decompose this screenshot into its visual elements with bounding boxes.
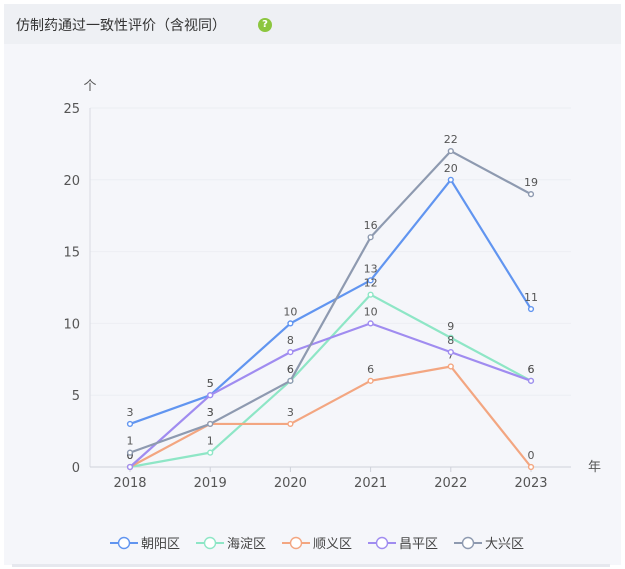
data-label: 5 — [207, 377, 214, 390]
data-label: 6 — [367, 363, 374, 376]
legend-marker — [461, 536, 475, 550]
x-axis-unit: 年 — [588, 460, 601, 475]
legend-marker — [289, 536, 303, 550]
x-tick-label: 2018 — [113, 476, 146, 491]
data-point — [447, 147, 454, 155]
data-label: 9 — [447, 320, 454, 333]
series-line — [129, 322, 532, 468]
series-line — [129, 178, 532, 425]
y-tick-label: 20 — [63, 174, 80, 189]
data-point — [367, 234, 374, 241]
data-label: 5 — [207, 377, 214, 390]
data-label: 16 — [364, 219, 378, 232]
data-point — [207, 449, 214, 456]
x-tick-label: 2022 — [434, 476, 467, 491]
data-label: 1 — [127, 435, 134, 448]
data-label: 3 — [207, 406, 214, 419]
data-label: 13 — [364, 262, 378, 275]
x-tick-label: 2019 — [194, 476, 227, 491]
panel-title: 仿制药通过一致性评价（含视同） — [16, 18, 226, 34]
data-point — [447, 334, 454, 341]
data-label: 22 — [444, 133, 458, 146]
data-point — [126, 420, 134, 428]
data-label: 8 — [447, 334, 454, 347]
data-label: 3 — [127, 406, 134, 419]
x-tick-label: 2021 — [354, 476, 387, 491]
data-point — [367, 377, 374, 384]
legend-label: 昌平区 — [399, 537, 438, 552]
help-icon[interactable]: ? — [258, 18, 272, 32]
data-point — [447, 176, 454, 183]
data-point — [527, 305, 535, 313]
legend-marker — [375, 536, 389, 550]
legend-marker — [117, 536, 131, 550]
x-tick-label: 2020 — [274, 476, 307, 491]
data-point — [367, 320, 374, 327]
data-label: 0 — [528, 449, 535, 462]
data-label: 8 — [287, 334, 294, 347]
data-label: 11 — [524, 291, 538, 304]
y-tick-label: 15 — [63, 246, 80, 261]
y-tick-label: 0 — [72, 461, 80, 476]
data-point — [447, 349, 454, 356]
data-point — [367, 277, 374, 284]
data-label: 12 — [364, 277, 378, 290]
data-label: 19 — [524, 176, 538, 189]
data-point — [527, 463, 535, 471]
data-point — [527, 377, 535, 384]
series-line — [129, 293, 532, 469]
data-label: 10 — [283, 305, 297, 318]
data-point — [287, 320, 294, 327]
data-label: 6 — [528, 363, 535, 376]
data-point — [367, 291, 374, 298]
data-point — [527, 191, 535, 198]
series-line — [129, 149, 532, 454]
data-point — [207, 420, 214, 428]
data-label: 6 — [528, 363, 535, 376]
legend-label: 海淀区 — [227, 537, 266, 552]
data-point — [447, 363, 454, 370]
data-point — [287, 349, 294, 356]
y-axis-unit: 个 — [83, 79, 96, 94]
y-tick-label: 10 — [63, 317, 80, 332]
panel-bottom-border — [12, 564, 610, 567]
data-label: 6 — [287, 363, 294, 376]
y-tick-label: 25 — [63, 102, 80, 117]
chart-panel: 仿制药通过一致性评价（含视同） ? — [4, 4, 621, 565]
data-point — [207, 392, 214, 399]
data-point — [287, 420, 294, 428]
series-line — [129, 365, 532, 468]
legend-label: 朝阳区 — [141, 537, 180, 552]
data-label: 10 — [364, 305, 378, 318]
data-point — [126, 449, 134, 456]
data-label: 6 — [287, 363, 294, 376]
data-point — [287, 377, 294, 384]
legend-marker — [203, 536, 217, 550]
data-label: 1 — [207, 435, 214, 448]
legend-label: 顺义区 — [313, 537, 352, 552]
data-point — [126, 463, 134, 471]
data-label: 20 — [444, 162, 458, 175]
data-label: 3 — [287, 406, 294, 419]
data-label: 3 — [207, 406, 214, 419]
y-tick-label: 5 — [72, 389, 80, 404]
panel-header: 仿制药通过一致性评价（含视同） ? — [4, 4, 621, 44]
x-tick-label: 2023 — [514, 476, 547, 491]
legend-label: 大兴区 — [485, 537, 524, 552]
